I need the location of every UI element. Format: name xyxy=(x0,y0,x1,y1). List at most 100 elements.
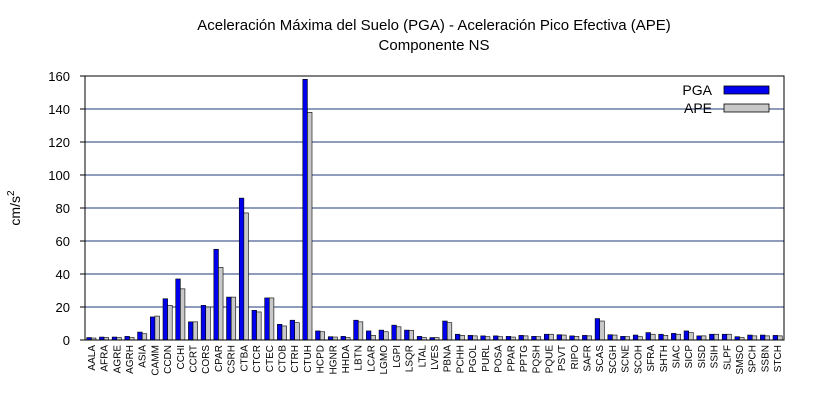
x-tick-label: SPCH xyxy=(748,345,759,373)
bar-pga xyxy=(531,336,537,341)
bar-pga xyxy=(645,332,651,341)
x-tick-label: PGOL xyxy=(468,345,479,373)
bar-pga xyxy=(721,333,728,341)
bar-ape xyxy=(662,335,669,341)
bar-pga xyxy=(467,335,473,341)
bar-pga xyxy=(251,309,257,341)
bar-ape xyxy=(777,335,783,341)
bar-ape xyxy=(472,335,478,341)
bar-ape xyxy=(573,336,580,341)
x-tick-label: SCGH xyxy=(608,345,619,374)
bar-ape xyxy=(370,335,376,341)
bar-ape xyxy=(701,335,707,341)
y-tick-label: 40 xyxy=(56,267,70,282)
bar-ape xyxy=(167,305,173,341)
bar-pga xyxy=(543,333,550,341)
x-tick-label: LGMO xyxy=(379,345,390,375)
y-tick-label: 20 xyxy=(56,300,70,315)
x-tick-label: CSRH xyxy=(227,345,238,373)
bar-pga xyxy=(162,298,168,341)
bar-ape xyxy=(408,330,414,341)
bar-ape xyxy=(307,112,313,341)
y-tick-label: 0 xyxy=(63,333,70,348)
x-tick-label: PCHH xyxy=(455,345,466,373)
bar-pga xyxy=(772,335,778,341)
x-tick-label: RIPO xyxy=(570,345,581,370)
x-tick-label: SAFR xyxy=(583,345,594,372)
bar-pga xyxy=(493,335,499,341)
bar-pga xyxy=(150,316,156,341)
bar-pga xyxy=(340,336,346,341)
legend: PGA APE xyxy=(682,82,770,116)
bar-pga xyxy=(416,336,423,341)
x-tick-label: SCNE xyxy=(621,345,632,373)
bar-ape xyxy=(688,332,694,341)
bar-pga xyxy=(709,333,715,341)
x-tick-label: CTBA xyxy=(239,345,250,372)
bar-pga xyxy=(760,334,766,341)
grid-layer xyxy=(85,75,784,341)
x-tick-label: POSA xyxy=(494,345,505,373)
x-tick-label: STCH xyxy=(773,345,784,372)
x-tick-label: LSQR xyxy=(405,345,416,372)
bar-pga xyxy=(226,296,232,341)
bar-ape xyxy=(650,333,656,341)
x-tick-label: HGNR xyxy=(328,345,339,374)
x-tick-label: AGRH xyxy=(125,345,136,374)
bar-pga xyxy=(620,336,626,341)
bar-pga xyxy=(505,336,512,341)
bar-ape xyxy=(726,333,732,341)
x-tick-label: PPTG xyxy=(519,345,530,372)
bar-ape xyxy=(523,335,529,341)
y-tick-label: 60 xyxy=(56,234,70,249)
x-tick-label: CTRH xyxy=(290,345,301,373)
x-tick-label: SMSO xyxy=(735,345,746,375)
x-tick-label: SISD xyxy=(697,345,708,368)
bar-pga xyxy=(137,331,143,341)
x-tick-label: AFRA xyxy=(100,345,111,372)
bar-pga xyxy=(747,334,753,341)
bar-pga xyxy=(213,248,219,341)
x-tick-label: SCAS xyxy=(595,345,606,373)
x-tick-label: ASIA xyxy=(138,345,149,368)
x-tick-label: CTEC xyxy=(265,345,276,372)
bar-ape xyxy=(268,297,275,341)
x-tick-label: HHDA xyxy=(341,345,352,374)
bar-ape xyxy=(319,331,326,341)
x-tick-label: AALA xyxy=(87,345,98,371)
bar-pga xyxy=(238,197,245,341)
x-tick-label: SFRA xyxy=(646,345,657,372)
x-tick-label: PURL xyxy=(481,345,492,372)
bar-ape xyxy=(243,212,249,341)
bar-pga xyxy=(264,297,270,341)
bar-pga xyxy=(315,330,321,341)
x-tick-label: SLPF xyxy=(722,345,733,370)
x-tick-label: SSIH xyxy=(710,345,721,368)
bar-pga xyxy=(302,79,308,341)
bar-ape xyxy=(383,331,389,341)
axis-layer: 0 20 40 60 80 100 120 140 160 AALA AFRA AGRE AGRH ASI… xyxy=(48,69,785,376)
y-tick-label: 140 xyxy=(48,102,70,117)
y-tick-label: 100 xyxy=(48,168,70,183)
bar-ape xyxy=(205,306,211,341)
y-axis-label-exponent: 2 xyxy=(6,190,17,196)
bar-ape xyxy=(396,326,402,341)
y-axis-label: cm/s2 xyxy=(6,190,23,226)
bar-ape xyxy=(599,320,605,341)
bar-pga xyxy=(404,329,410,341)
bar-ape xyxy=(154,315,160,341)
y-axis-label-unit: cm/s xyxy=(7,196,23,226)
bar-ape xyxy=(218,267,224,341)
bar-pga xyxy=(124,336,130,341)
x-tick-label: CORS xyxy=(201,345,212,374)
bar-ape xyxy=(586,335,592,341)
x-tick-label: LTAL xyxy=(417,345,428,368)
bar-ape xyxy=(357,321,364,341)
chart-subtitle: Componente NS xyxy=(379,37,490,54)
plot-frame xyxy=(84,75,785,341)
x-tick-label: SICP xyxy=(684,345,695,369)
bar-ape xyxy=(675,333,681,341)
bar-ape xyxy=(294,322,300,341)
bar-pga xyxy=(683,330,689,341)
